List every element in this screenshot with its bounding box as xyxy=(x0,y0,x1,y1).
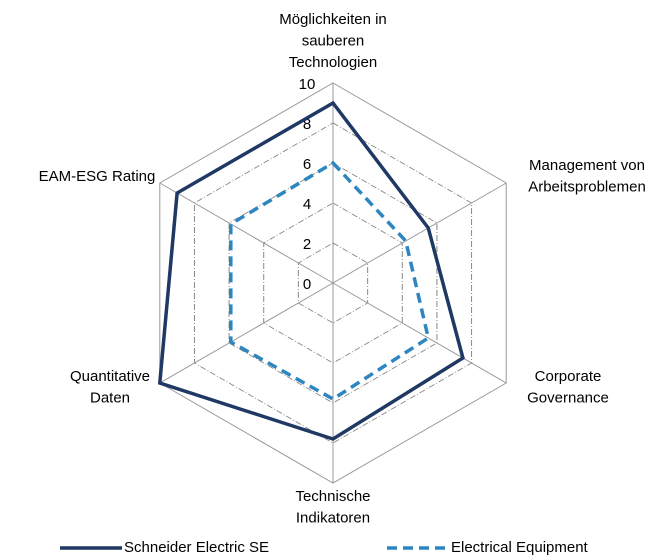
category-label: EAM-ESG Rating xyxy=(39,168,156,185)
legend-label: Schneider Electric SE xyxy=(124,539,269,556)
legend-label: Electrical Equipment xyxy=(451,539,589,556)
category-label: Technische Indikatoren xyxy=(295,488,370,527)
tick-label: 4 xyxy=(303,196,311,213)
spoke xyxy=(159,182,334,284)
category-label: Management von Arbeitsproblemen xyxy=(528,157,646,196)
series-line xyxy=(157,100,465,441)
tick-label: 0 xyxy=(303,276,311,293)
category-label: Corporate Governance xyxy=(527,368,609,407)
category-label: Möglichkeiten in sauberen Technologien xyxy=(279,11,387,71)
category-label: Quantitative Daten xyxy=(70,368,150,407)
spoke xyxy=(159,282,334,384)
spoke xyxy=(332,182,507,284)
spoke xyxy=(332,282,507,384)
tick-label: 6 xyxy=(303,156,311,173)
tick-label: 10 xyxy=(299,76,316,93)
tick-label: 2 xyxy=(303,236,311,253)
tick-label: 8 xyxy=(303,116,311,133)
